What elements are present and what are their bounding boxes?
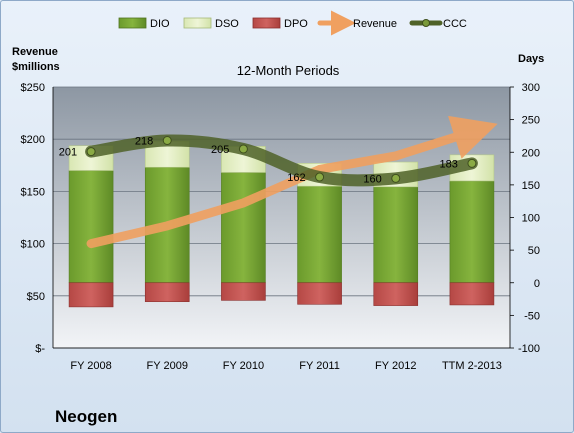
x-tick-label: FY 2011 bbox=[299, 360, 340, 372]
left-axis-title-line2: $millions bbox=[12, 61, 60, 73]
ccc-data-label: 201 bbox=[59, 147, 77, 159]
bar-dio bbox=[449, 180, 495, 284]
legend-label-dio: DIO bbox=[150, 18, 170, 30]
legend-item-ccc: CCC bbox=[409, 18, 467, 30]
bar-dpo bbox=[68, 282, 114, 308]
company-name: Neogen bbox=[55, 407, 117, 426]
ccc-data-label: 162 bbox=[287, 172, 305, 184]
legend-label-dpo: DPO bbox=[284, 18, 308, 30]
ccc-line bbox=[85, 134, 478, 187]
right-tick-label: 50 bbox=[528, 245, 540, 257]
right-tick-label: 300 bbox=[522, 82, 540, 94]
legend: DIO DSO DPO Revenue CCC bbox=[118, 10, 467, 36]
ccc-point bbox=[86, 147, 96, 157]
ccc-point bbox=[467, 158, 477, 168]
left-tick-label: $100 bbox=[21, 239, 45, 251]
right-tick-label: 0 bbox=[534, 278, 540, 290]
ccc-data-label: 218 bbox=[135, 136, 153, 148]
x-tick-label: FY 2009 bbox=[147, 360, 188, 372]
legend-item-dpo: DPO bbox=[252, 17, 308, 30]
right-tick-label: 250 bbox=[522, 115, 540, 127]
legend-item-dio: DIO bbox=[118, 17, 170, 30]
right-axis-title: Days bbox=[518, 53, 544, 65]
bars-layer bbox=[68, 140, 495, 308]
ccc-point bbox=[391, 173, 401, 183]
left-tick-label: $50 bbox=[27, 291, 45, 303]
left-tick-label: $200 bbox=[21, 134, 45, 146]
ccc-point bbox=[162, 136, 172, 146]
right-tick-label: -50 bbox=[524, 310, 540, 322]
legend-label-dso: DSO bbox=[215, 18, 239, 30]
lines-layer: 201 218 205 162 160 183 bbox=[59, 115, 498, 249]
bar-dpo bbox=[144, 282, 190, 302]
legend-label-revenue: Revenue bbox=[353, 18, 397, 30]
legend-label-ccc: CCC bbox=[443, 18, 467, 30]
plot-area bbox=[53, 87, 510, 348]
ccc-data-label: 160 bbox=[363, 173, 381, 185]
ccc-point bbox=[315, 172, 325, 182]
chart-title: 12-Month Periods bbox=[237, 63, 340, 78]
x-tick-label: FY 2008 bbox=[70, 360, 111, 372]
bar-dio bbox=[68, 170, 114, 284]
left-axis-title-line1: Revenue bbox=[12, 46, 58, 58]
axes-layer: $- $50 $100 $150 $200 $250 -100 -50 0 50 100 150 200… bbox=[21, 82, 540, 372]
right-tick-label: 100 bbox=[522, 213, 540, 225]
bar-dpo bbox=[449, 282, 495, 306]
legend-item-revenue: Revenue bbox=[317, 10, 397, 36]
bar-dpo bbox=[297, 282, 342, 305]
right-tick-label: -100 bbox=[518, 343, 540, 355]
left-tick-label: $150 bbox=[21, 186, 45, 198]
bar-dpo bbox=[373, 282, 419, 306]
ccc-data-label: 183 bbox=[440, 158, 458, 170]
legend-item-dso: DSO bbox=[183, 17, 239, 30]
left-tick-label: $250 bbox=[21, 82, 45, 94]
x-tick-label: FY 2010 bbox=[223, 360, 264, 372]
bar-dio bbox=[297, 185, 342, 284]
bar-dio bbox=[221, 172, 266, 284]
right-tick-label: 150 bbox=[522, 180, 540, 192]
x-tick-label: TTM 2-2013 bbox=[442, 360, 502, 372]
x-tick-label: FY 2012 bbox=[375, 360, 416, 372]
bar-dpo bbox=[221, 282, 266, 301]
bar-dio bbox=[373, 186, 419, 284]
ccc-point bbox=[238, 144, 248, 154]
left-tick-label: $- bbox=[35, 343, 45, 355]
right-tick-label: 200 bbox=[522, 147, 540, 159]
ccc-data-label: 205 bbox=[211, 144, 229, 156]
revenue-line bbox=[86, 115, 498, 249]
